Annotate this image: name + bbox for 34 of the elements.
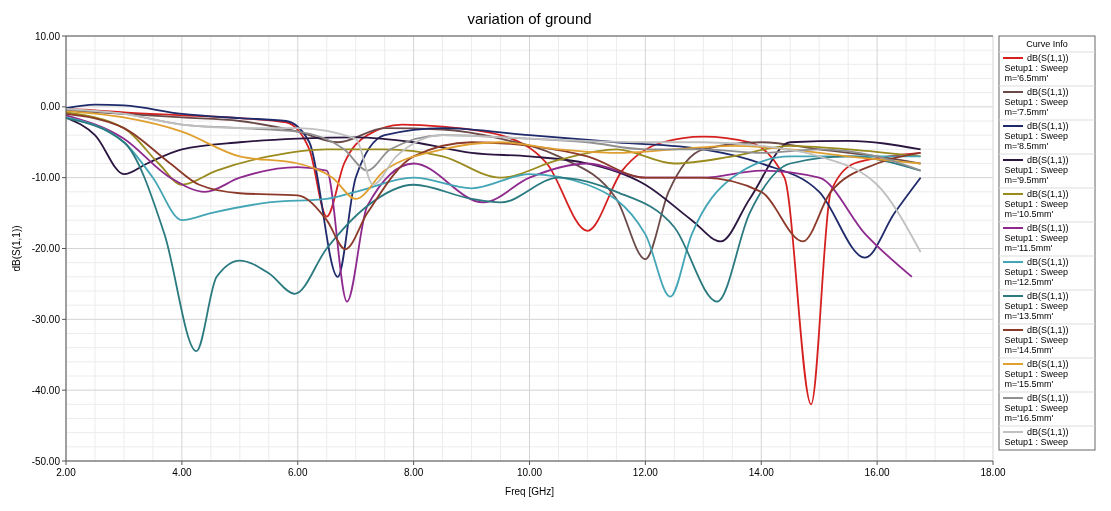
legend-label: dB(S(1,1)) Setup1 : Sweep m='16.5mm'	[1002, 393, 1069, 423]
legend-title: Curve Info	[1026, 39, 1068, 49]
legend-label: dB(S(1,1)) Setup1 : Sweep m='10.5mm'	[1002, 189, 1069, 219]
legend-label: dB(S(1,1)) Setup1 : Sweep m='13.5mm'	[1002, 291, 1069, 321]
x-tick-label: 8.00	[403, 467, 424, 478]
legend-label: dB(S(1,1)) Setup1 : Sweep m='9.5mm'	[1002, 155, 1069, 185]
x-tick-label: 14.00	[748, 467, 775, 478]
legend-label: dB(S(1,1)) Setup1 : Sweep m='11.5mm'	[1002, 223, 1069, 253]
y-tick-label: 10.00	[34, 30, 61, 42]
y-tick-label: -10.00	[31, 172, 61, 184]
legend-label: dB(S(1,1)) Setup1 : Sweep m='14.5mm'	[1002, 325, 1069, 355]
y-axis-title: dB(S(1,1))	[11, 225, 22, 272]
x-tick-label: 4.00	[172, 467, 193, 478]
legend-label: dB(S(1,1)) Setup1 : Sweep m='6.5mm'	[1002, 53, 1069, 83]
legend-label: dB(S(1,1)) Setup1 : Sweep	[1002, 427, 1069, 447]
x-tick-label: 10.00	[516, 467, 543, 478]
chart-title: variation of ground	[467, 10, 592, 27]
x-tick-label: 6.00	[288, 467, 308, 478]
y-tick-label: -30.00	[31, 313, 61, 325]
legend-label: dB(S(1,1)) Setup1 : Sweep m='7.5mm'	[1002, 87, 1069, 117]
line-series	[66, 111, 922, 186]
x-tick-label: 12.00	[632, 467, 659, 478]
x-tick-label: 18.00	[980, 467, 1006, 478]
legend-label: dB(S(1,1)) Setup1 : Sweep m='8.5mm'	[1002, 121, 1069, 151]
line-series	[66, 110, 922, 200]
y-tick-label: -20.00	[31, 243, 61, 254]
x-tick-label: 16.00	[864, 467, 891, 478]
legend-label: dB(S(1,1)) Setup1 : Sweep m='15.5mm'	[1002, 359, 1069, 389]
y-tick-label: 0.00	[40, 101, 61, 113]
legend-label: dB(S(1,1)) Setup1 : Sweep m='12.5mm'	[1002, 257, 1069, 287]
x-tick-label: 2.00	[56, 467, 77, 478]
x-axis-title: Freq [GHz]	[505, 486, 555, 497]
y-tick-label: -40.00	[31, 384, 61, 396]
y-tick-label: -50.00	[31, 455, 61, 467]
